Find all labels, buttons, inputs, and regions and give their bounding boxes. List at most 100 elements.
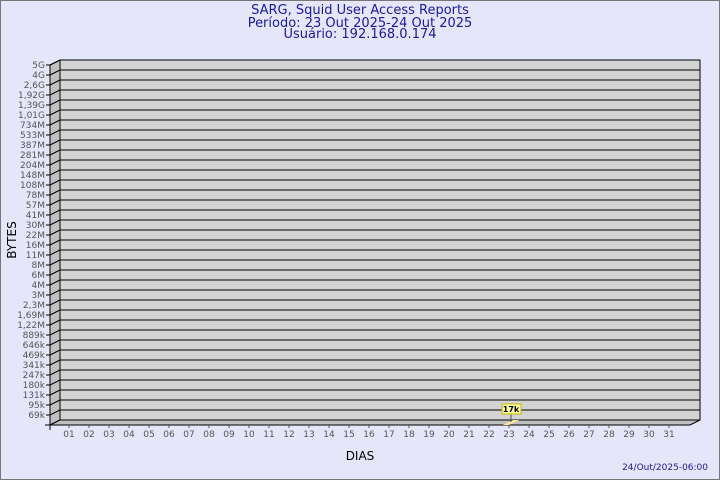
- x-tick-label: 02: [83, 430, 94, 440]
- grid-line-side: [49, 109, 61, 116]
- y-tick-label: 131k: [23, 391, 46, 401]
- grid-line-side: [49, 399, 61, 406]
- y-tick-label: 22M: [26, 231, 45, 241]
- grid-line-side: [49, 329, 61, 336]
- y-tick-label: 3M: [32, 291, 46, 301]
- y-tick-label: 1,39G: [18, 101, 45, 111]
- grid-line-side: [49, 409, 61, 416]
- y-tick-label: 1,22M: [17, 321, 45, 331]
- grid-line-side: [49, 379, 61, 386]
- y-tick-label: 95k: [28, 401, 45, 411]
- y-tick-label: 281M: [20, 151, 45, 161]
- x-tick-label: 23: [503, 430, 514, 440]
- grid-line-side: [49, 269, 61, 276]
- y-tick-label: 5G: [32, 61, 45, 71]
- x-tick-label: 10: [243, 430, 255, 440]
- grid-line-side: [49, 279, 61, 286]
- y-tick-label: 341k: [23, 361, 46, 371]
- y-tick-label: 6M: [32, 271, 46, 281]
- y-tick-label: 11M: [26, 251, 45, 261]
- y-tick-label: 533M: [20, 131, 45, 141]
- x-tick-label: 07: [183, 430, 194, 440]
- grid-line-side: [49, 259, 61, 266]
- grid-line-side: [49, 129, 61, 136]
- x-tick-label: 09: [223, 430, 235, 440]
- chart-user: Usuário: 192.168.0.174: [283, 27, 437, 42]
- x-tick-label: 20: [443, 430, 455, 440]
- y-tick-label: 1,01G: [18, 111, 45, 121]
- grid-line-side: [49, 59, 61, 66]
- grid-line-side: [49, 289, 61, 296]
- y-tick-label: 78M: [26, 191, 45, 201]
- y-tick-label: 734M: [20, 121, 45, 131]
- x-tick-label: 03: [103, 430, 114, 440]
- y-tick-label: 8M: [32, 261, 46, 271]
- x-tick-label: 19: [423, 430, 435, 440]
- y-tick-label: 57M: [26, 201, 45, 211]
- x-tick-label: 16: [363, 430, 375, 440]
- grid-line-side: [49, 119, 61, 126]
- grid-line-side: [49, 149, 61, 156]
- grid-line-side: [49, 219, 61, 226]
- y-tick-label: 69k: [28, 411, 45, 421]
- y-tick-label: 180k: [23, 381, 46, 391]
- y-tick-label: 30M: [26, 221, 45, 231]
- x-tick-label: 05: [143, 430, 154, 440]
- y-tick-label: 247k: [23, 371, 46, 381]
- grid-line-side: [49, 339, 61, 346]
- y-tick-label: 204M: [20, 161, 45, 171]
- y-tick-label: 1,92G: [18, 91, 45, 101]
- grid-line-side: [49, 69, 61, 76]
- bar-label-box: [501, 403, 522, 415]
- y-tick-label: 108M: [20, 181, 45, 191]
- x-tick-label: 25: [543, 430, 554, 440]
- x-tick-label: 26: [563, 430, 575, 440]
- grid-line-side: [49, 249, 61, 256]
- timestamp: 24/Out/2025-06:00: [622, 463, 708, 473]
- y-tick-label: 4M: [32, 281, 46, 291]
- y-tick-label: 469k: [23, 351, 46, 361]
- x-tick-label: 08: [203, 430, 215, 440]
- x-tick-label: 22: [483, 430, 494, 440]
- y-tick-label: 4G: [32, 71, 45, 81]
- bar-23: [503, 420, 519, 425]
- x-tick-label: 15: [343, 430, 354, 440]
- x-tick-label: 24: [523, 430, 535, 440]
- grid-line-side: [49, 139, 61, 146]
- x-tick-label: 17: [383, 430, 394, 440]
- grid-line-side: [49, 159, 61, 166]
- y-tick-label: 41M: [26, 211, 45, 221]
- grid-line-side: [49, 389, 61, 396]
- grid-line-side: [49, 199, 61, 206]
- grid-line-side: [49, 89, 61, 96]
- x-tick-label: 14: [323, 430, 335, 440]
- grid-line-side: [49, 229, 61, 236]
- x-tick-label: 01: [63, 430, 74, 440]
- grid-line-side: [49, 239, 61, 246]
- y-axis-label: BYTES: [5, 221, 19, 258]
- floor: [49, 419, 701, 426]
- y-tick-label: 2,6G: [24, 81, 45, 91]
- x-tick-label: 21: [463, 430, 474, 440]
- x-tick-label: 12: [283, 430, 294, 440]
- grid-line-side: [49, 299, 61, 306]
- x-tick-label: 28: [603, 430, 615, 440]
- x-tick-label: 04: [123, 430, 135, 440]
- grid-line-side: [49, 309, 61, 316]
- x-tick-label: 27: [583, 430, 594, 440]
- grid-line-side: [49, 319, 61, 326]
- y-tick-label: 148M: [20, 171, 45, 181]
- grid-line-side: [49, 179, 61, 186]
- y-tick-label: 16M: [26, 241, 45, 251]
- chart-title: SARG, Squid User Access Reports: [251, 3, 469, 18]
- x-tick-label: 06: [163, 430, 175, 440]
- x-tick-label: 18: [403, 430, 415, 440]
- y-tick-label: 2,3M: [23, 301, 45, 311]
- grid-line-side: [49, 189, 61, 196]
- x-tick-label: 11: [263, 430, 274, 440]
- x-axis-label: DIAS: [346, 449, 375, 463]
- x-tick-label: 13: [303, 430, 314, 440]
- bar-label: 17k: [503, 405, 520, 414]
- grid-line-side: [49, 359, 61, 366]
